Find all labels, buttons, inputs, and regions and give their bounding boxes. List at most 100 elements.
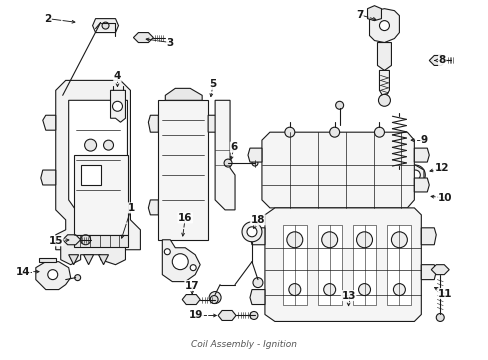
Polygon shape: [182, 294, 200, 305]
Text: 14: 14: [16, 267, 30, 276]
Circle shape: [75, 275, 81, 280]
Bar: [386, 225, 410, 305]
Circle shape: [172, 254, 188, 270]
Polygon shape: [36, 262, 71, 289]
Bar: [74, 235, 128, 247]
Polygon shape: [165, 88, 202, 100]
Bar: [282, 225, 306, 305]
Circle shape: [435, 314, 443, 321]
Polygon shape: [264, 208, 421, 321]
Polygon shape: [262, 132, 413, 208]
Text: 12: 12: [434, 163, 448, 173]
Text: 15: 15: [48, 236, 63, 246]
Circle shape: [224, 159, 232, 167]
Polygon shape: [379, 71, 388, 95]
Polygon shape: [218, 310, 236, 320]
Polygon shape: [92, 19, 118, 32]
Text: 10: 10: [437, 193, 451, 203]
Polygon shape: [39, 258, 56, 262]
Circle shape: [378, 94, 389, 106]
Polygon shape: [133, 32, 153, 42]
Text: 19: 19: [189, 310, 203, 320]
Polygon shape: [215, 100, 235, 210]
Circle shape: [242, 222, 262, 242]
Circle shape: [209, 292, 221, 303]
Circle shape: [102, 22, 109, 29]
Circle shape: [405, 165, 425, 185]
Circle shape: [329, 127, 339, 137]
Circle shape: [321, 232, 337, 248]
Text: 13: 13: [341, 291, 355, 301]
Polygon shape: [406, 165, 423, 185]
Circle shape: [288, 284, 300, 296]
Polygon shape: [56, 80, 140, 250]
Circle shape: [335, 101, 343, 109]
Text: 16: 16: [178, 213, 192, 223]
Text: 6: 6: [230, 142, 237, 152]
Circle shape: [190, 265, 196, 271]
Polygon shape: [148, 115, 158, 132]
Polygon shape: [68, 100, 127, 235]
Text: 17: 17: [184, 280, 199, 291]
Polygon shape: [68, 255, 79, 265]
Circle shape: [249, 311, 258, 319]
Circle shape: [210, 296, 218, 303]
Circle shape: [84, 139, 96, 151]
Text: 4: 4: [114, 71, 121, 81]
Text: 5: 5: [209, 79, 216, 89]
Polygon shape: [367, 6, 381, 21]
Text: Coil Assembly - Ignition: Coil Assembly - Ignition: [191, 340, 297, 349]
Polygon shape: [99, 255, 108, 265]
Circle shape: [409, 170, 420, 180]
Polygon shape: [247, 148, 262, 162]
Circle shape: [356, 232, 372, 248]
Polygon shape: [42, 115, 56, 130]
Circle shape: [323, 284, 335, 296]
Polygon shape: [249, 228, 264, 245]
Polygon shape: [62, 235, 81, 245]
Text: 7: 7: [355, 10, 363, 20]
Bar: [352, 225, 376, 305]
Polygon shape: [421, 265, 435, 280]
Text: 11: 11: [437, 289, 451, 298]
Polygon shape: [377, 42, 390, 71]
Circle shape: [374, 127, 384, 137]
Circle shape: [409, 170, 420, 180]
Circle shape: [358, 284, 370, 296]
Polygon shape: [41, 170, 56, 185]
Polygon shape: [413, 178, 428, 192]
Text: 2: 2: [44, 14, 51, 24]
Polygon shape: [162, 240, 200, 282]
Bar: [81, 165, 101, 185]
Text: 3: 3: [166, 37, 174, 48]
Circle shape: [164, 249, 170, 255]
Circle shape: [246, 227, 256, 237]
Circle shape: [81, 235, 90, 245]
Circle shape: [390, 232, 407, 248]
Bar: [158, 100, 208, 240]
Circle shape: [103, 140, 113, 150]
Polygon shape: [369, 9, 399, 42]
Polygon shape: [83, 255, 93, 265]
Polygon shape: [421, 228, 435, 245]
Circle shape: [251, 160, 258, 166]
Text: 8: 8: [438, 55, 445, 66]
Circle shape: [286, 232, 302, 248]
Polygon shape: [110, 90, 125, 122]
Polygon shape: [208, 115, 218, 132]
Circle shape: [252, 278, 263, 288]
Polygon shape: [430, 265, 448, 275]
Text: 9: 9: [420, 135, 427, 145]
Polygon shape: [61, 240, 125, 265]
Circle shape: [112, 101, 122, 111]
Circle shape: [285, 127, 294, 137]
Bar: [74, 155, 128, 235]
Text: 1: 1: [127, 203, 135, 213]
Polygon shape: [249, 289, 264, 305]
Polygon shape: [148, 200, 158, 215]
Bar: [317, 225, 341, 305]
Polygon shape: [413, 148, 428, 162]
Circle shape: [48, 270, 58, 280]
Circle shape: [393, 284, 405, 296]
Text: 18: 18: [250, 215, 264, 225]
